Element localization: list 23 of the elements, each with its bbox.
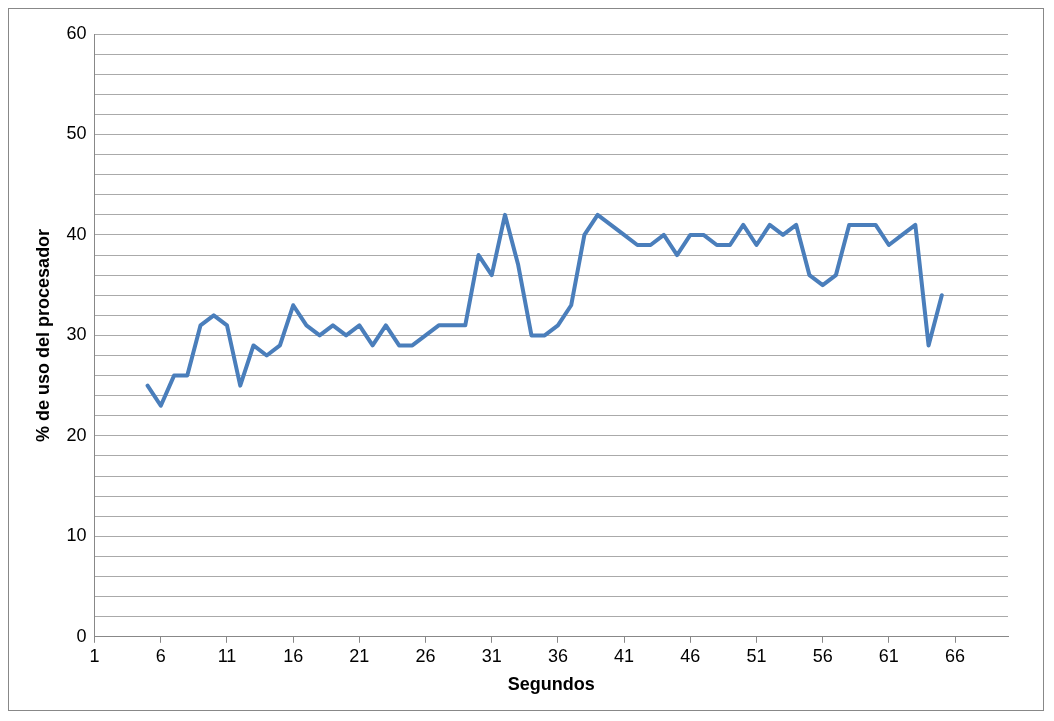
x-tick-label: 46 bbox=[680, 645, 701, 666]
x-tick-label: 1 bbox=[89, 645, 100, 666]
y-tick-label: 40 bbox=[66, 223, 87, 244]
x-tick-label: 56 bbox=[812, 645, 833, 666]
y-tick-label: 10 bbox=[66, 525, 87, 546]
x-tick-label: 26 bbox=[415, 645, 436, 666]
x-tick-label: 61 bbox=[878, 645, 899, 666]
x-tick-label: 51 bbox=[746, 645, 767, 666]
x-tick-label: 66 bbox=[945, 645, 966, 666]
x-tick-label: 16 bbox=[283, 645, 304, 666]
x-tick-label: 36 bbox=[547, 645, 568, 666]
x-tick-label: 41 bbox=[614, 645, 635, 666]
x-tick-label: 6 bbox=[155, 645, 166, 666]
y-tick-label: 20 bbox=[66, 424, 87, 445]
y-tick-label: 60 bbox=[66, 22, 87, 43]
y-tick-label: 30 bbox=[66, 324, 87, 345]
y-axis-title: % de uso del procesador bbox=[32, 228, 53, 442]
x-tick-label: 21 bbox=[349, 645, 370, 666]
x-axis-title: Segundos bbox=[507, 674, 595, 695]
x-tick-label: 31 bbox=[481, 645, 502, 666]
y-tick-label: 50 bbox=[66, 123, 87, 144]
x-tick-label: 11 bbox=[217, 645, 237, 666]
y-tick-label: 0 bbox=[76, 625, 87, 646]
